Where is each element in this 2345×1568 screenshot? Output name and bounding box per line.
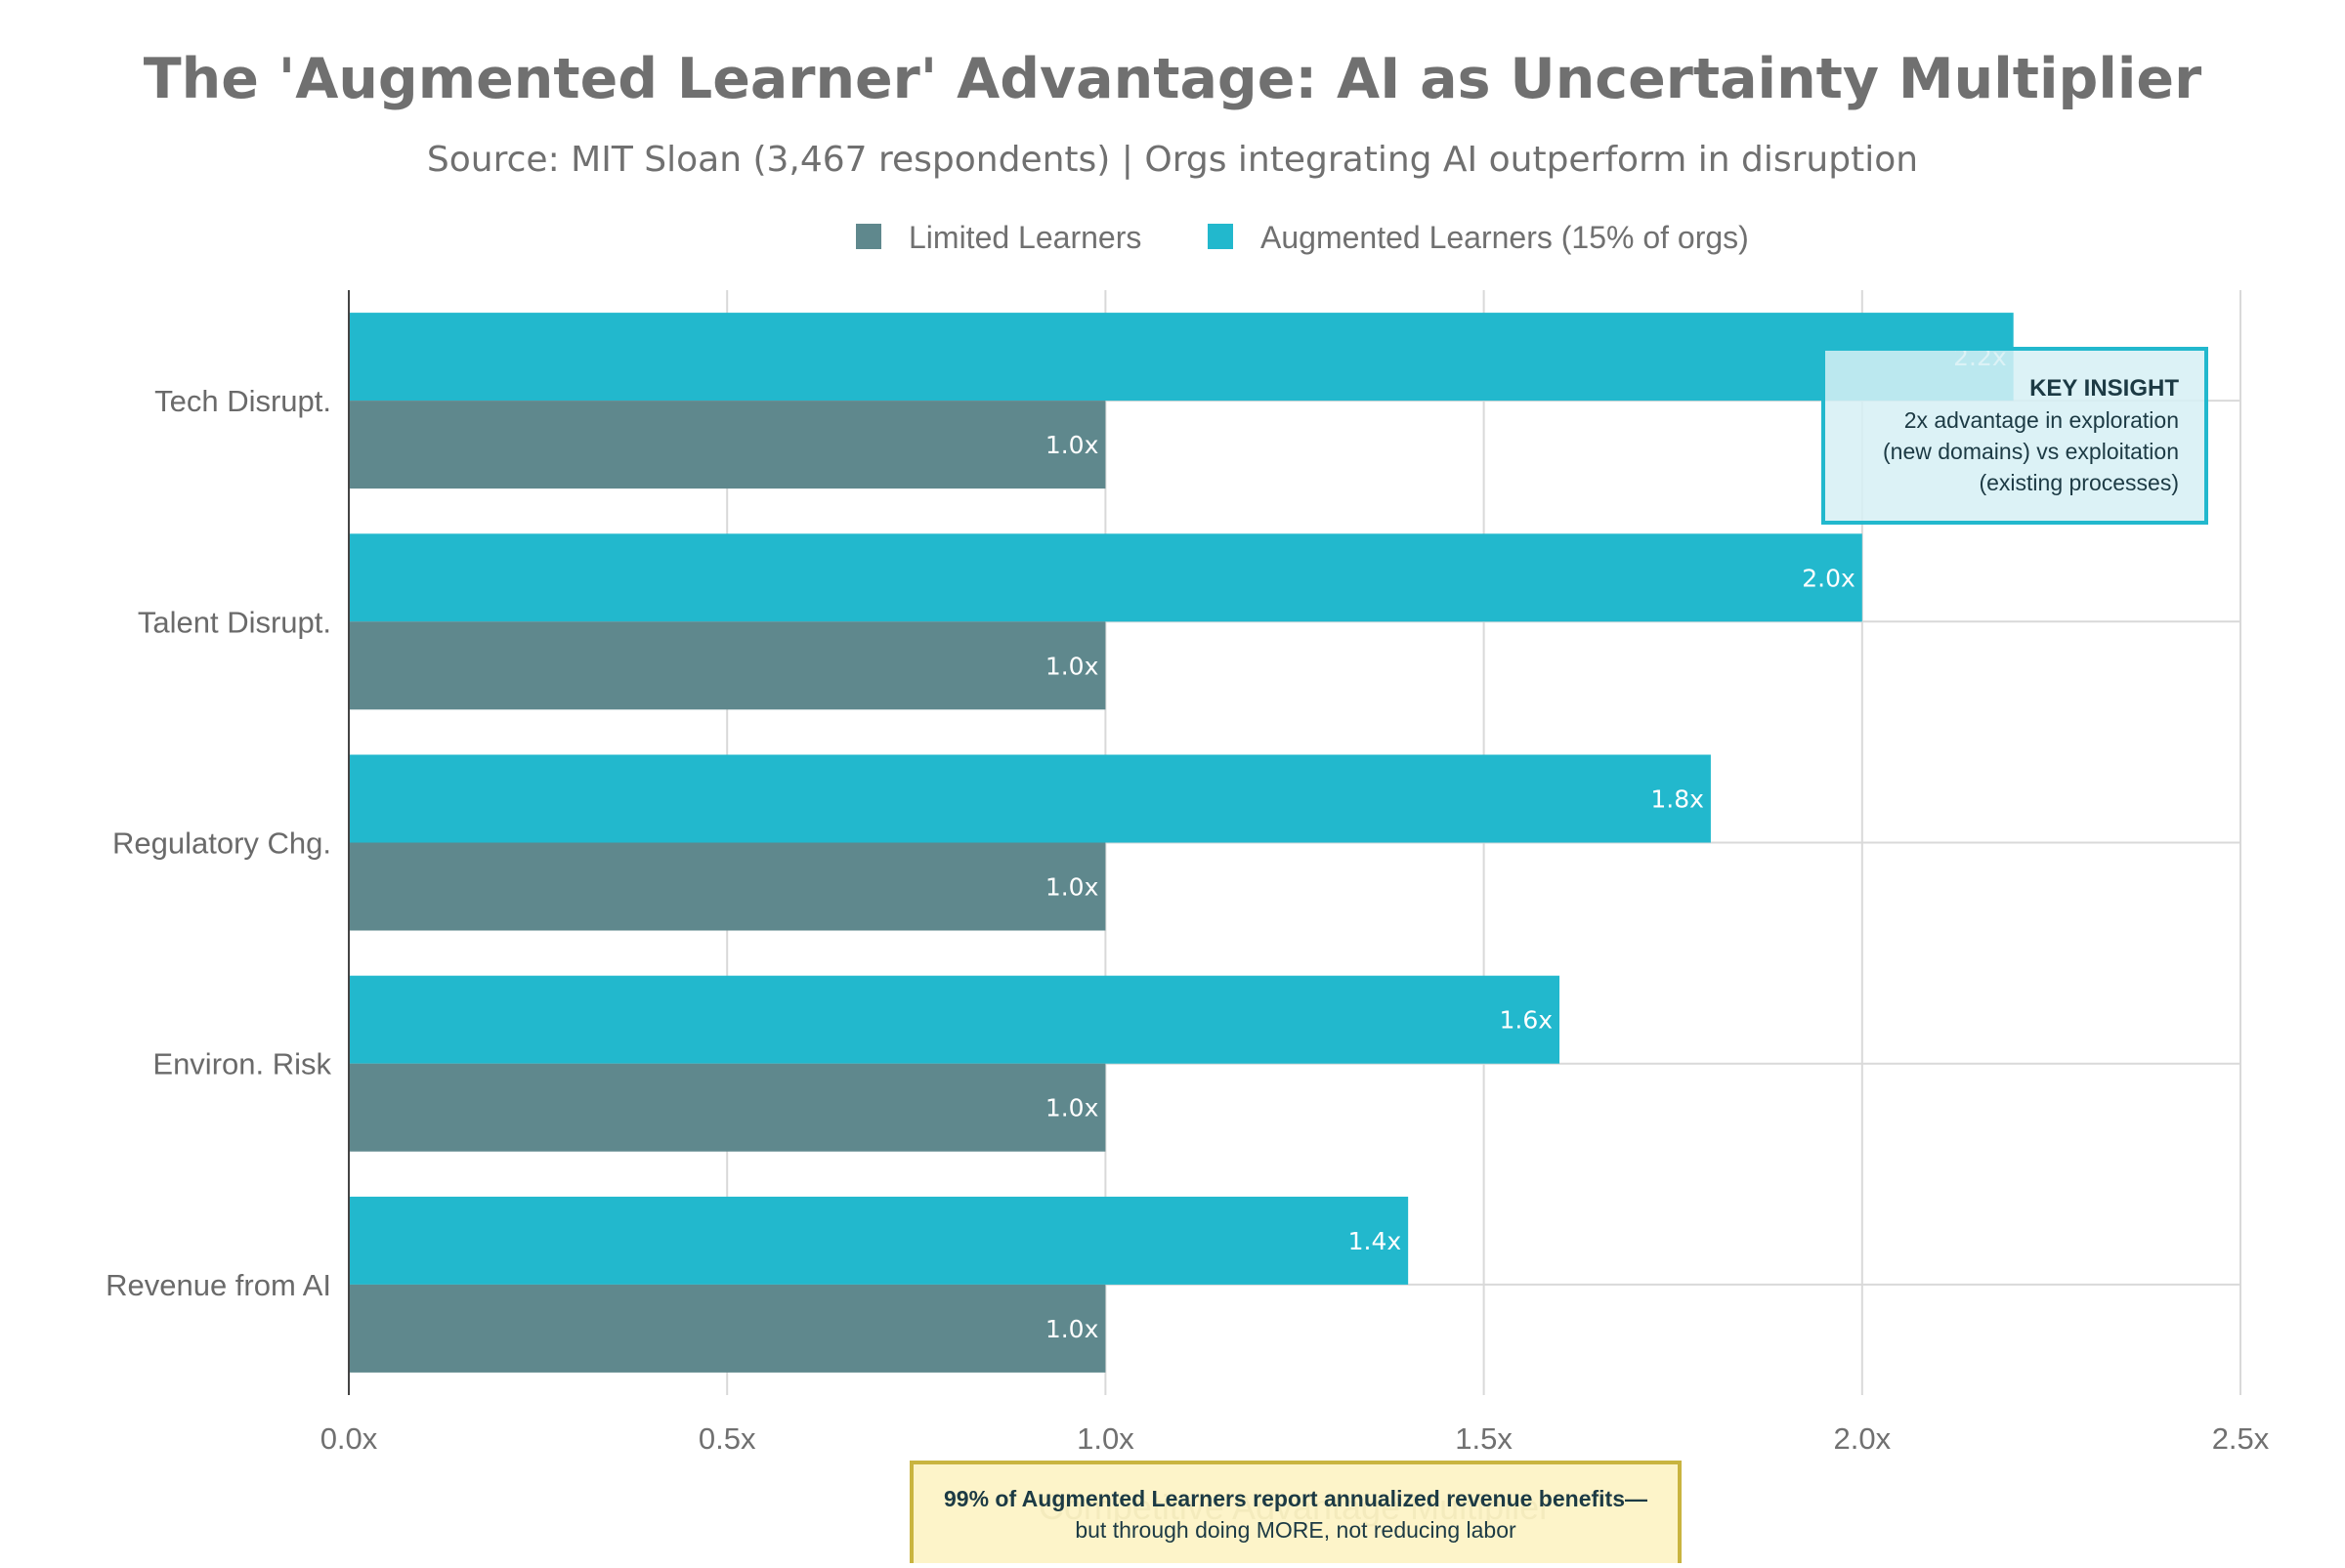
- bar-augmented-tech-disrupt: [349, 313, 2014, 402]
- bar-limited-talent-disrupt: [349, 621, 1106, 710]
- bar-label-augmented-revenue-from-ai: 1.4x: [1348, 1227, 1402, 1255]
- key-insight-line: (new domains) vs exploitation: [1883, 439, 2179, 464]
- revenue-note-box: [910, 1461, 1682, 1568]
- bar-augmented-talent-disrupt: [349, 533, 1862, 622]
- x-tick-label: 2.5x: [2212, 1421, 2270, 1456]
- category-label-regulatory-chg: Regulatory Chg.: [112, 826, 331, 861]
- key-insight-box: [1821, 347, 2208, 525]
- bar-label-augmented-regulatory-chg: 1.8x: [1650, 785, 1704, 814]
- bar-augmented-regulatory-chg: [349, 754, 1711, 843]
- legend-swatch-augmented-learners-15-of-orgs: [1208, 224, 1233, 249]
- revenue-note-line: but through doing MORE, not reducing lab…: [1075, 1517, 1516, 1543]
- key-insight-title: KEY INSIGHT: [2029, 375, 2179, 402]
- bar-augmented-revenue-from-ai: [349, 1196, 1409, 1285]
- legend-label-limited-learners: Limited Learners: [909, 220, 1141, 255]
- bar-label-limited-regulatory-chg: 1.0x: [1045, 873, 1099, 902]
- legend: Limited Learners Augmented Learners (15% …: [856, 220, 1749, 255]
- bar-label-limited-talent-disrupt: 1.0x: [1045, 652, 1099, 680]
- bars: 2.2x1.0x2.0x1.0x1.8x1.0x1.6x1.0x1.4x1.0x: [349, 313, 2014, 1373]
- x-tick-label: 1.0x: [1077, 1421, 1134, 1456]
- key-insight-line: 2x advantage in exploration: [1904, 407, 2179, 433]
- bar-label-limited-environ-risk: 1.0x: [1045, 1094, 1099, 1123]
- x-tick-label: 2.0x: [1833, 1421, 1891, 1456]
- x-tick-label: 0.5x: [699, 1421, 756, 1456]
- bar-augmented-environ-risk: [349, 975, 1560, 1064]
- legend-swatch-limited-learners: [856, 224, 881, 249]
- bar-limited-tech-disrupt: [349, 401, 1106, 489]
- bar-label-augmented-talent-disrupt: 2.0x: [1802, 564, 1855, 592]
- bar-label-augmented-environ-risk: 1.6x: [1499, 1006, 1553, 1035]
- annotations: KEY INSIGHT 2x advantage in exploration (n…: [910, 347, 2208, 1568]
- x-tick-label: 1.5x: [1455, 1421, 1513, 1456]
- bar-label-limited-tech-disrupt: 1.0x: [1045, 431, 1099, 459]
- revenue-note-line: 99% of Augmented Learners report annuali…: [944, 1486, 1647, 1511]
- category-label-talent-disrupt: Talent Disrupt.: [138, 605, 331, 639]
- bar-label-limited-revenue-from-ai: 1.0x: [1045, 1315, 1099, 1343]
- chart-subtitle: Source: MIT Sloan (3,467 respondents) | …: [427, 140, 1918, 180]
- x-tick-label: 0.0x: [320, 1421, 378, 1456]
- key-insight-line: (existing processes): [1979, 470, 2179, 495]
- category-label-tech-disrupt: Tech Disrupt.: [154, 384, 331, 418]
- category-label-revenue-from-ai: Revenue from AI: [106, 1268, 331, 1302]
- legend-label-augmented-learners-15-of-orgs: Augmented Learners (15% of orgs): [1260, 220, 1749, 255]
- bar-limited-regulatory-chg: [349, 842, 1106, 931]
- bar-limited-environ-risk: [349, 1063, 1106, 1152]
- bar-limited-revenue-from-ai: [349, 1284, 1106, 1373]
- chart-title: The 'Augmented Learner' Advantage: AI as…: [144, 47, 2201, 111]
- category-label-environ-risk: Environ. Risk: [152, 1047, 331, 1081]
